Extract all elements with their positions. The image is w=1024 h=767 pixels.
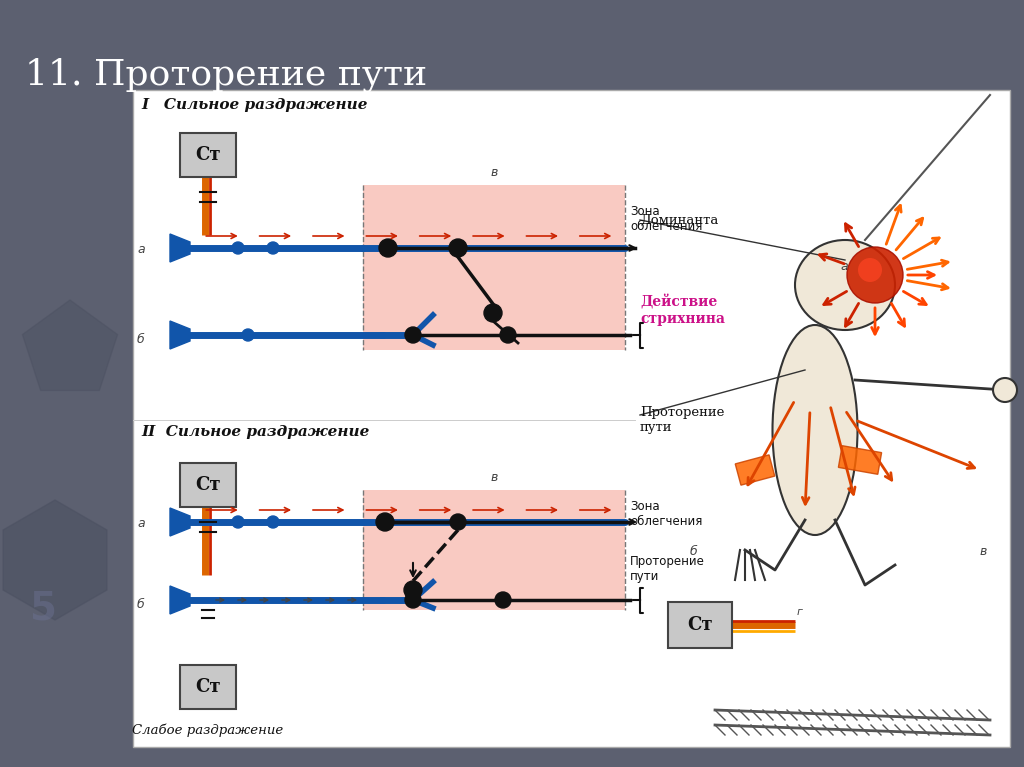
- Circle shape: [379, 239, 397, 257]
- Circle shape: [847, 247, 903, 303]
- Text: Зона
облегчения: Зона облегчения: [630, 500, 702, 528]
- FancyBboxPatch shape: [668, 602, 732, 648]
- FancyBboxPatch shape: [180, 665, 236, 709]
- Circle shape: [267, 242, 279, 254]
- Polygon shape: [170, 586, 190, 614]
- Circle shape: [232, 242, 244, 254]
- Text: а: а: [840, 260, 848, 273]
- Text: в: в: [980, 545, 987, 558]
- Text: Доминанта: Доминанта: [640, 213, 719, 226]
- Text: в: в: [490, 471, 498, 484]
- Circle shape: [232, 516, 244, 528]
- Circle shape: [858, 258, 882, 282]
- Text: Ст: Ст: [196, 146, 221, 164]
- Text: Проторение
пути: Проторение пути: [640, 406, 724, 434]
- FancyBboxPatch shape: [362, 490, 625, 610]
- Polygon shape: [23, 300, 118, 390]
- Polygon shape: [170, 321, 190, 349]
- Text: б: б: [137, 333, 144, 346]
- Polygon shape: [3, 500, 106, 620]
- FancyBboxPatch shape: [362, 185, 625, 350]
- Circle shape: [267, 516, 279, 528]
- Text: а: а: [137, 517, 144, 530]
- Text: Ст: Ст: [687, 616, 713, 634]
- Circle shape: [500, 327, 516, 343]
- Circle shape: [449, 239, 467, 257]
- Text: Зона
облегчения: Зона облегчения: [630, 205, 702, 233]
- Text: Ст: Ст: [196, 678, 221, 696]
- Text: 5: 5: [30, 590, 57, 628]
- Text: б: б: [690, 545, 697, 558]
- Circle shape: [376, 513, 394, 531]
- Circle shape: [450, 514, 466, 530]
- Circle shape: [993, 378, 1017, 402]
- Text: г: г: [797, 607, 803, 617]
- Circle shape: [242, 329, 254, 341]
- Polygon shape: [170, 234, 190, 262]
- Bar: [735, 455, 775, 486]
- Bar: [839, 446, 882, 474]
- FancyBboxPatch shape: [180, 133, 236, 177]
- Text: б: б: [137, 598, 144, 611]
- Circle shape: [406, 327, 421, 343]
- FancyBboxPatch shape: [180, 463, 236, 507]
- Text: Проторение
пути: Проторение пути: [630, 555, 705, 583]
- Text: 11. Проторение пути: 11. Проторение пути: [25, 58, 427, 93]
- Ellipse shape: [795, 240, 895, 330]
- Text: а: а: [137, 243, 144, 256]
- Text: I   Сильное раздражение: I Сильное раздражение: [141, 98, 368, 112]
- Circle shape: [495, 592, 511, 608]
- FancyBboxPatch shape: [133, 90, 1010, 747]
- Text: Слабое раздражение: Слабое раздражение: [132, 723, 284, 737]
- Text: в: в: [490, 166, 498, 179]
- Circle shape: [404, 581, 422, 599]
- Circle shape: [406, 592, 421, 608]
- Polygon shape: [170, 508, 190, 536]
- Circle shape: [484, 304, 502, 322]
- Text: Ст: Ст: [196, 476, 221, 494]
- Text: Действие
стрихнина: Действие стрихнина: [640, 295, 725, 326]
- Ellipse shape: [772, 325, 857, 535]
- Text: II  Сильное раздражение: II Сильное раздражение: [141, 425, 370, 439]
